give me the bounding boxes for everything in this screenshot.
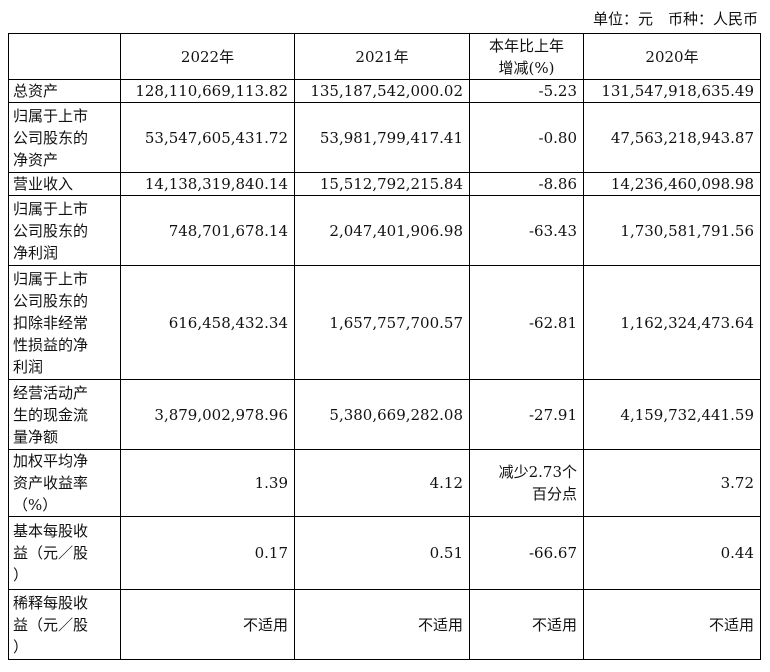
value-2020: 1,162,324,473.64 <box>583 265 761 380</box>
row-label-line: 净利润 <box>13 243 59 262</box>
row-label-line: 归属于上市 <box>13 269 89 288</box>
value-change: -66.67 <box>469 516 584 590</box>
row-label-line: ） <box>13 637 29 656</box>
value-change: 减少2.73个百分点 <box>469 449 584 517</box>
value-2022: 14,138,319,840.14 <box>120 172 295 196</box>
table-row: 归属于上市 公司股东的 净利润 748,701,678.14 2,047,401,906… <box>8 195 761 266</box>
row-label-line: 益（元／股 <box>13 615 89 634</box>
value-change-line: 减少2.73个 <box>498 463 577 481</box>
header-2022: 2022年 <box>120 33 295 80</box>
value-2020: 3.72 <box>583 449 761 517</box>
header-2020: 2020年 <box>583 33 761 80</box>
header-item <box>8 33 121 80</box>
header-change-line: 本年比上年 <box>488 36 564 55</box>
row-label: 加权平均净资产收益率 （%） <box>8 449 121 517</box>
value-2022: 748,701,678.14 <box>120 195 295 266</box>
value-2020: 4,159,732,441.59 <box>583 379 761 450</box>
table-row: 经营活动产 生的现金流 量净额 3,879,002,978.96 5,380,669,2… <box>8 379 761 450</box>
value-change-line: 百分点 <box>531 485 577 503</box>
row-label: 营业收入 <box>8 172 121 196</box>
row-label: 总资产 <box>8 79 121 103</box>
header-change-line: 增减(%) <box>498 58 555 77</box>
row-label-line: 利润 <box>13 357 44 376</box>
value-2021: 不适用 <box>294 589 470 660</box>
header-row: 2022年 2021年 本年比上年 增减(%) 2020年 <box>8 33 761 80</box>
value-change: -8.86 <box>469 172 584 196</box>
row-label-line: 稀释每股收 <box>13 593 89 612</box>
header-change: 本年比上年 增减(%) <box>469 33 584 80</box>
value-2021: 1,657,757,700.57 <box>294 265 470 380</box>
table-row: 归属于上市 公司股东的 扣除非经常 性损益的净 利润 616,458,432.34 1,65… <box>8 265 761 380</box>
value-change-line: -66.67 <box>528 544 577 562</box>
value-2022: 3,879,002,978.96 <box>120 379 295 450</box>
row-label: 基本每股收益（元／股 ） <box>8 516 121 590</box>
value-change: -5.23 <box>469 79 584 103</box>
row-label-line: （%） <box>13 496 58 514</box>
value-2020: 0.44 <box>583 516 761 590</box>
row-label-line: 扣除非经常 <box>13 313 89 332</box>
row-label-line: 净资产 <box>13 150 59 169</box>
value-change: -27.91 <box>469 379 584 450</box>
value-change-line: -62.81 <box>528 313 577 332</box>
value-change-line: 不适用 <box>531 615 577 634</box>
value-change-line: -63.43 <box>528 221 577 240</box>
value-2021: 5,380,669,282.08 <box>294 379 470 450</box>
value-2022: 128,110,669,113.82 <box>120 79 295 103</box>
table-row: 归属于上市 公司股东的 净资产 53,547,605,431.72 53,981,799… <box>8 102 761 173</box>
row-label: 归属于上市公司股东的扣除非经常性损益的净利润 <box>8 265 121 380</box>
value-2022: 53,547,605,431.72 <box>120 102 295 173</box>
value-2021: 2,047,401,906.98 <box>294 195 470 266</box>
header-2021: 2021年 <box>294 33 470 80</box>
row-label: 经营活动产生的现金流量净额 <box>8 379 121 450</box>
value-change-line: -8.86 <box>538 175 577 193</box>
value-change-line: -0.80 <box>538 128 577 147</box>
value-2020: 14,236,460,098.98 <box>583 172 761 196</box>
table-row: 加权平均净 资产收益率 （%） 1.39 4.12 减少2.73个 百分点 3.72 <box>8 449 761 517</box>
table-row: 总资产 128,110,669,113.82 135,187,542,000.02 -… <box>8 79 761 103</box>
value-2021: 4.12 <box>294 449 470 517</box>
row-label-line: 公司股东的 <box>13 291 89 310</box>
value-change-line: -5.23 <box>538 82 577 100</box>
value-2022: 0.17 <box>120 516 295 590</box>
value-2020: 1,730,581,791.56 <box>583 195 761 266</box>
row-label-line: 归属于上市 <box>13 199 89 218</box>
row-label-line: 公司股东的 <box>13 221 89 240</box>
financial-summary-table: 2022年 2021年 本年比上年 增减(%) 2020年 总资产 128,110… <box>8 33 761 660</box>
value-2020: 不适用 <box>583 589 761 660</box>
row-label-line: 益（元／股 <box>13 544 89 562</box>
value-2022: 不适用 <box>120 589 295 660</box>
value-change: 不适用 <box>469 589 584 660</box>
table-row: 稀释每股收 益（元／股）不适用 不适用 不适用 不适用 <box>8 589 761 660</box>
value-2021: 15,512,792,215.84 <box>294 172 470 196</box>
row-label-line: 量净额 <box>13 427 59 446</box>
row-label: 归属于上市公司股东的净资产 <box>8 102 121 173</box>
value-2021: 135,187,542,000.02 <box>294 79 470 103</box>
table-row: 基本每股收益（元／股 ） 0.17 0.51 -66.67 0.44 <box>8 516 761 590</box>
row-label-line: 归属于上市 <box>13 106 89 125</box>
row-label: 归属于上市公司股东的净利润 <box>8 195 121 266</box>
value-change: -62.81 <box>469 265 584 380</box>
value-change-line: -27.91 <box>528 405 577 424</box>
row-label-line: 公司股东的 <box>13 128 89 147</box>
unit-currency-note: 单位：元 币种：人民币 <box>592 10 758 28</box>
row-label-line: 性损益的净 <box>13 335 89 354</box>
value-2020: 47,563,218,943.87 <box>583 102 761 173</box>
value-2020: 131,547,918,635.49 <box>583 79 761 103</box>
row-label-line: 生的现金流 <box>13 405 89 424</box>
row-label: 稀释每股收益（元／股 ） <box>8 589 121 660</box>
row-label-line: 资产收益率 <box>13 474 89 492</box>
value-2022: 1.39 <box>120 449 295 517</box>
value-change: -63.43 <box>469 195 584 266</box>
value-2022: 616,458,432.34 <box>120 265 295 380</box>
row-label-line: 总资产 <box>13 82 59 100</box>
row-label-line: ） <box>13 566 29 584</box>
value-2021: 53,981,799,417.41 <box>294 102 470 173</box>
table-row: 营业收入 14,138,319,840.14 15,512,792,215.84 -8… <box>8 172 761 196</box>
row-label-line: 营业收入 <box>13 175 74 193</box>
row-label-line: 加权平均净 <box>13 452 89 470</box>
value-2021: 0.51 <box>294 516 470 590</box>
row-label-line: 经营活动产 <box>13 383 89 402</box>
row-label-line: 基本每股收 <box>13 522 89 540</box>
value-change: -0.80 <box>469 102 584 173</box>
